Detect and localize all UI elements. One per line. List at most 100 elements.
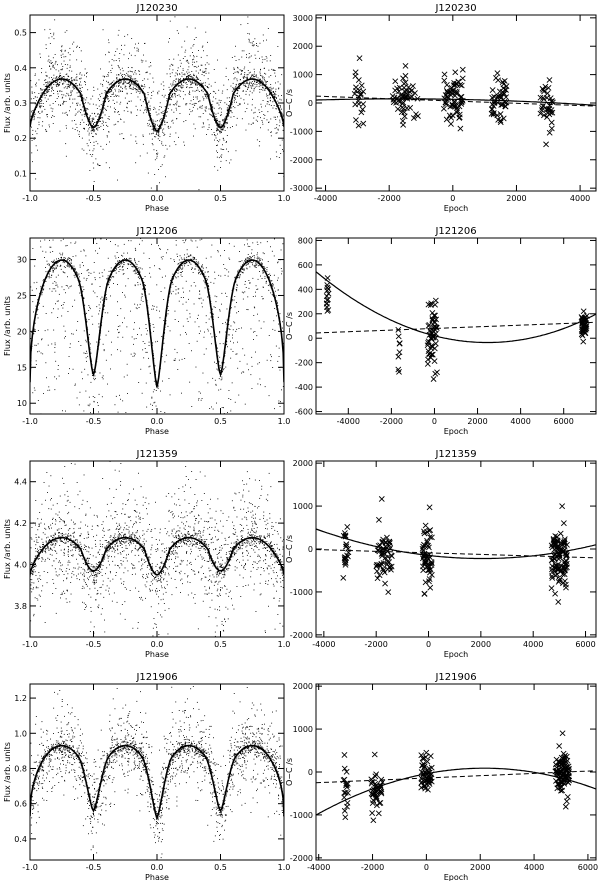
data-point (86, 161, 87, 162)
data-point (257, 288, 259, 290)
data-point (252, 264, 253, 266)
data-point (139, 278, 140, 280)
data-point (269, 415, 270, 416)
data-point (222, 343, 224, 345)
data-point (111, 87, 113, 89)
data-point (272, 464, 273, 465)
data-point (271, 285, 273, 287)
data-point (69, 201, 70, 202)
data-point (264, 79, 265, 81)
data-point (121, 49, 122, 51)
data-point (51, 110, 53, 112)
data-point (35, 96, 36, 98)
data-point (109, 91, 111, 93)
data-point (102, 108, 104, 110)
data-point (99, 109, 101, 111)
data-point (49, 43, 51, 44)
oc-point (448, 114, 455, 121)
data-point (57, 317, 59, 318)
data-point (111, 67, 113, 69)
data-point (242, 90, 244, 92)
data-point (63, 82, 65, 84)
data-point (127, 67, 129, 68)
data-point (186, 261, 188, 263)
data-point (237, 92, 238, 94)
data-point (42, 235, 43, 236)
data-point (147, 125, 149, 127)
data-point (281, 273, 282, 275)
data-point (120, 118, 121, 120)
data-point (149, 133, 151, 135)
data-point (189, 75, 191, 77)
data-point (241, 118, 243, 120)
data-point (81, 262, 83, 263)
data-point (272, 294, 274, 296)
data-point (159, 317, 161, 319)
data-point (237, 90, 239, 92)
data-point (279, 83, 281, 85)
data-point (219, 309, 221, 311)
data-point (146, 351, 148, 353)
data-point (230, 399, 232, 400)
data-point (255, 74, 257, 76)
data-point (56, 300, 58, 302)
data-point (122, 194, 123, 195)
data-point (197, 87, 198, 89)
data-point (137, 48, 139, 50)
data-point (113, 96, 115, 97)
data-point (170, 83, 172, 85)
data-point (120, 90, 122, 92)
data-point (89, 343, 91, 345)
data-point (107, 105, 109, 107)
data-point (121, 133, 123, 135)
data-point (223, 125, 225, 127)
data-point (170, 126, 172, 128)
oc-point (458, 93, 465, 100)
data-point (178, 359, 180, 361)
data-point (142, 143, 144, 145)
data-point (83, 410, 85, 412)
data-point (58, 84, 60, 86)
data-point (159, 248, 160, 250)
data-point (257, 77, 259, 79)
data-point (282, 386, 284, 387)
data-point (238, 233, 239, 234)
data-point (131, 237, 132, 238)
oc-point (495, 93, 502, 100)
data-point (257, 45, 259, 47)
data-point (276, 132, 278, 134)
data-point (121, 74, 122, 76)
data-point (93, 90, 95, 91)
data-point (210, 281, 212, 283)
data-point (81, 114, 83, 116)
data-point (191, 214, 192, 215)
data-point (83, 121, 85, 123)
data-point (105, 112, 106, 113)
data-point (164, 361, 166, 363)
data-point (91, 130, 93, 132)
data-point (195, 83, 197, 85)
data-point (114, 103, 115, 104)
data-point (192, 61, 194, 63)
data-point (81, 273, 82, 274)
data-point (66, 83, 68, 85)
data-point (124, 317, 125, 319)
data-point (113, 80, 115, 82)
data-point (234, 71, 236, 73)
data-point (220, 111, 222, 113)
data-point (41, 338, 43, 340)
data-point (70, 92, 72, 94)
data-point (251, 356, 253, 358)
data-point (262, 298, 264, 300)
data-point (228, 97, 230, 99)
data-point (173, 259, 175, 261)
data-point (231, 90, 233, 92)
quadratic-fit-line (316, 98, 596, 106)
data-point (158, 125, 160, 127)
data-point (37, 304, 39, 306)
data-point (218, 213, 219, 214)
data-point (228, 271, 230, 273)
data-point (52, 123, 54, 124)
data-point (125, 412, 127, 413)
data-point (32, 129, 34, 131)
